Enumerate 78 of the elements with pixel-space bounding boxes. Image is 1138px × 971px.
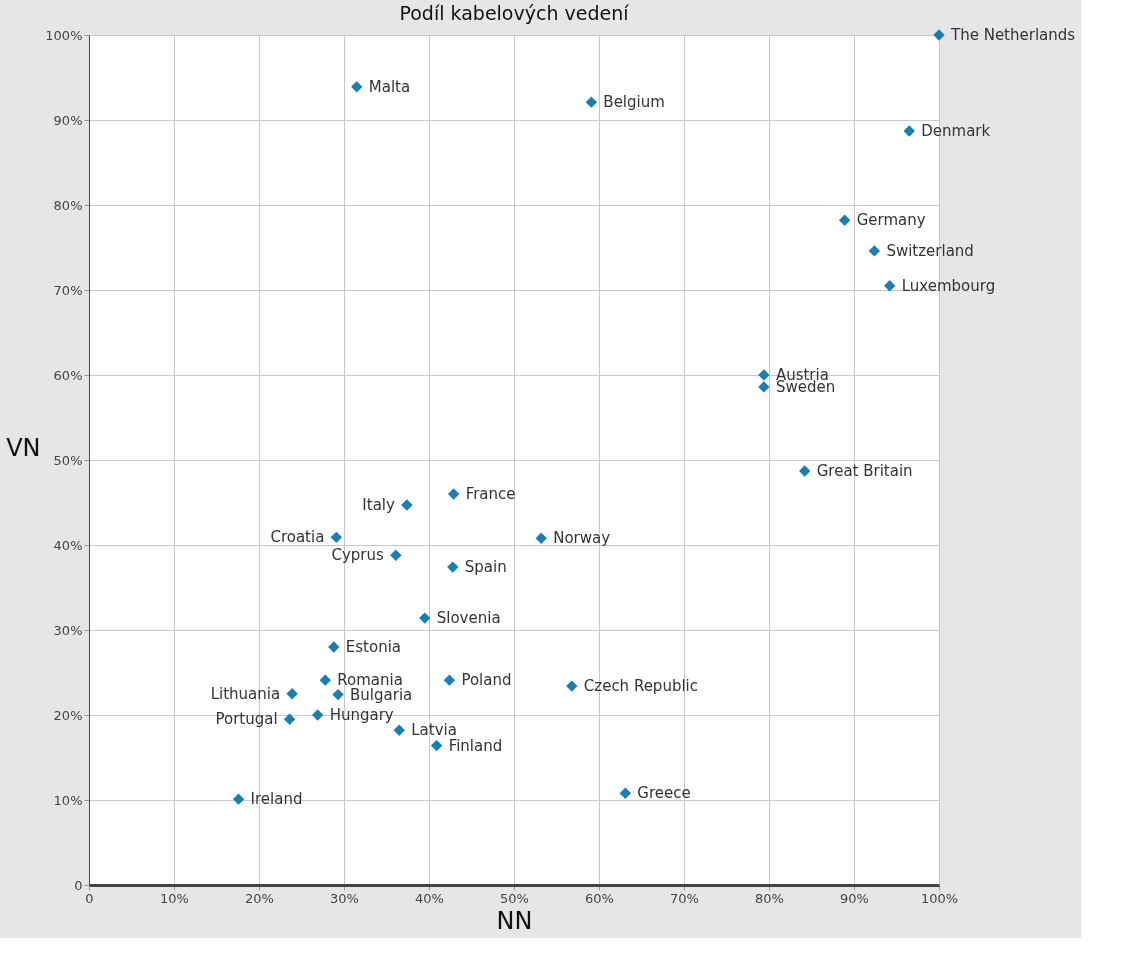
point bbox=[933, 29, 945, 41]
annotation: Malta bbox=[368, 77, 411, 96]
point bbox=[758, 369, 770, 381]
point bbox=[443, 674, 456, 686]
annotation: Norway bbox=[553, 529, 611, 548]
annotation: Croatia bbox=[270, 528, 325, 547]
point bbox=[286, 688, 298, 700]
point bbox=[351, 81, 363, 93]
x-tick-label: 10% bbox=[160, 890, 189, 906]
point bbox=[447, 561, 459, 573]
point bbox=[758, 381, 770, 393]
annotation: Switzerland bbox=[886, 241, 974, 260]
annotation: The Netherlands bbox=[950, 26, 1076, 44]
y-tick-label: 10% bbox=[53, 792, 83, 808]
x-tick-label: 90% bbox=[840, 890, 869, 906]
point bbox=[903, 125, 915, 137]
y-tick-label: 30% bbox=[53, 622, 83, 638]
point bbox=[884, 280, 896, 292]
y-axis-title: VN bbox=[6, 433, 41, 462]
y-tick-label: 90% bbox=[53, 112, 83, 128]
point bbox=[332, 688, 344, 701]
x-tick-label: 80% bbox=[755, 890, 784, 906]
annotation: Bulgaria bbox=[350, 685, 413, 704]
annotation: Czech Republic bbox=[583, 677, 699, 696]
y-tick-label: 20% bbox=[53, 707, 83, 723]
point bbox=[447, 488, 460, 500]
chart-title: Podíl kabelových vedení bbox=[399, 2, 630, 24]
annotation: Germany bbox=[856, 211, 926, 230]
annotation: Slovenia bbox=[436, 609, 501, 628]
point bbox=[535, 532, 547, 544]
y-tick-label: 60% bbox=[53, 367, 83, 383]
point bbox=[799, 465, 811, 477]
x-tick-label: 30% bbox=[330, 890, 359, 906]
annotation: France bbox=[465, 485, 516, 503]
point bbox=[283, 713, 296, 725]
annotation: Italy bbox=[362, 496, 396, 515]
annotation: Spain bbox=[464, 558, 507, 577]
point bbox=[430, 739, 443, 752]
point bbox=[311, 709, 324, 721]
point bbox=[585, 96, 598, 108]
y-tick-label: 50% bbox=[53, 452, 83, 468]
y-tick-label: 100% bbox=[45, 27, 83, 43]
x-tick-label: 50% bbox=[500, 890, 529, 906]
annotation: Portugal bbox=[215, 710, 278, 729]
point bbox=[838, 214, 851, 226]
annotation: Lithuania bbox=[210, 684, 281, 703]
x-tick-label: 100% bbox=[920, 890, 959, 906]
point bbox=[419, 612, 431, 624]
point bbox=[393, 724, 405, 736]
point bbox=[868, 245, 881, 257]
annotation: Denmark bbox=[921, 122, 991, 141]
annotation: Hungary bbox=[329, 706, 394, 724]
point bbox=[328, 641, 340, 653]
point bbox=[390, 549, 402, 561]
annotation: Belgium bbox=[603, 93, 665, 112]
annotation: Luxembourg bbox=[901, 276, 996, 295]
x-axis-title: NN bbox=[496, 906, 533, 935]
point bbox=[319, 674, 331, 686]
annotation: Greece bbox=[637, 784, 691, 803]
annotation: Cyprus bbox=[331, 546, 385, 565]
annotation: Poland bbox=[461, 671, 512, 690]
x-tick-label: 0 bbox=[85, 890, 94, 906]
x-tick-label: 70% bbox=[670, 890, 699, 906]
point bbox=[619, 787, 632, 799]
annotation: Ireland bbox=[250, 790, 303, 809]
annotation: Estonia bbox=[345, 638, 402, 656]
y-tick-label: 0 bbox=[74, 877, 83, 893]
point bbox=[330, 531, 343, 544]
annotation: Great Britain bbox=[816, 462, 913, 481]
y-tick-label: 70% bbox=[53, 282, 83, 298]
point bbox=[232, 793, 245, 805]
point bbox=[566, 680, 578, 692]
x-tick-label: 20% bbox=[245, 890, 274, 906]
point bbox=[401, 499, 413, 511]
x-tick-label: 60% bbox=[585, 890, 614, 906]
y-tick-label: 80% bbox=[53, 197, 83, 213]
x-tick-label: 40% bbox=[415, 890, 444, 906]
y-tick-label: 40% bbox=[53, 537, 83, 553]
